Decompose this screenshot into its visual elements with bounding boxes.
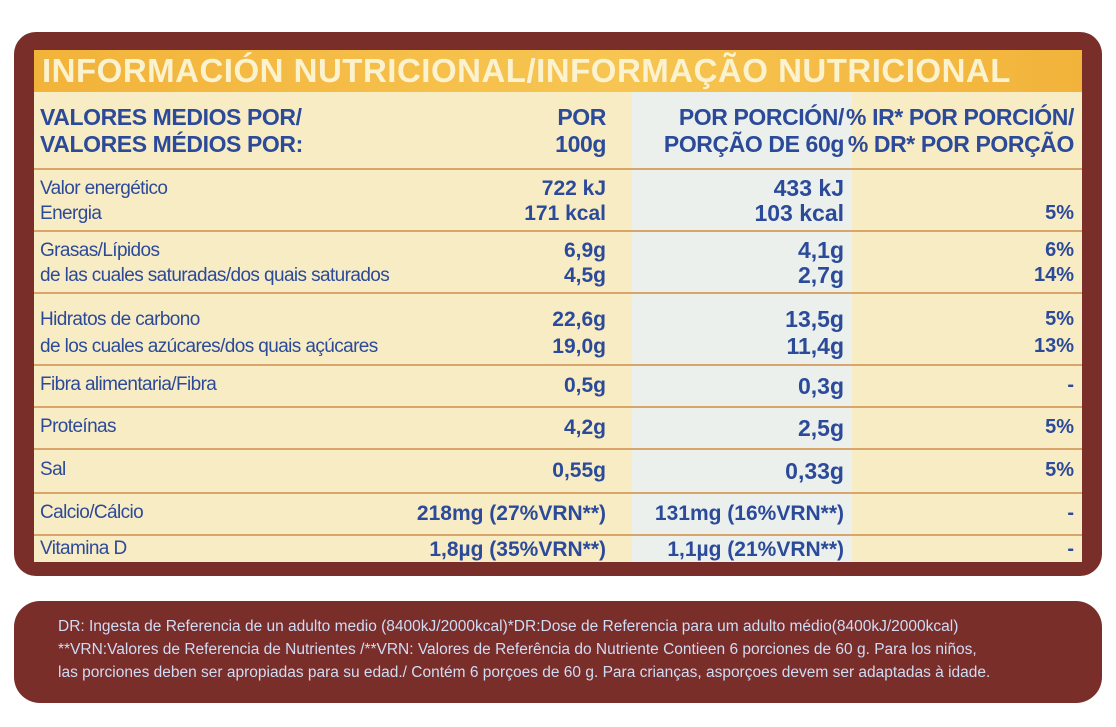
footnote-line2: **VRN:Valores de Referencia de Nutriente… xyxy=(58,641,977,658)
value-portion-line2: 2,7g xyxy=(797,262,844,288)
table-row: Calcio/Cálcio 218mg (27%VRN**) 131mg (16… xyxy=(34,494,1082,536)
row-name-line2: Energia xyxy=(40,203,102,224)
row-value-ir: 5% xyxy=(1045,459,1074,481)
row-divider xyxy=(34,406,1082,408)
nutrition-table: INFORMACIÓN NUTRICIONAL/INFORMAÇÃO NUTRI… xyxy=(34,50,1082,562)
header-row: VALORES MEDIOS POR/ VALORES MÉDIOS POR: … xyxy=(34,100,1082,170)
row-name: Grasas/Lípidos de las cuales saturadas/d… xyxy=(40,238,390,288)
header-portion-line2: PORÇÃO DE 60g xyxy=(663,131,845,157)
header-per100-line1: POR xyxy=(557,104,606,130)
row-name-line2: de los cuales azúcares/dos quais açúcare… xyxy=(40,336,378,357)
value-100g-line1: 722 kJ xyxy=(541,177,606,200)
value-100g-line2: 4,5g xyxy=(563,264,606,287)
value-100g-line2: 171 kcal xyxy=(524,202,606,225)
value-ir-line2: 5% xyxy=(1045,202,1074,224)
value-portion-line2: 103 kcal xyxy=(754,200,844,226)
row-value-ir: - xyxy=(1067,502,1074,524)
header-name-line2: VALORES MÉDIOS POR: xyxy=(40,131,303,157)
row-name: Vitamina D xyxy=(40,538,127,559)
row-value-portion: 4,1g 2,7g xyxy=(798,238,844,288)
value-100g-line2: 19,0g xyxy=(552,335,606,358)
value-ir-line2: 14% xyxy=(1033,264,1074,286)
row-value-ir: - xyxy=(1067,538,1074,560)
header-portion: POR PORCIÓN/ PORÇÃO DE 60g xyxy=(663,104,845,158)
row-value-portion: 131mg (16%VRN**) xyxy=(654,502,844,525)
table-title: INFORMACIÓN NUTRICIONAL/INFORMAÇÃO NUTRI… xyxy=(34,50,1082,92)
row-name: Fibra alimentaria/Fibra xyxy=(40,374,217,395)
row-name: Sal xyxy=(40,459,66,480)
row-value-ir: 5% xyxy=(1045,176,1074,226)
row-name-line1: Grasas/Lípidos xyxy=(40,240,160,261)
row-value-100g: 22,6g 19,0g xyxy=(552,306,606,360)
row-value-portion: 0,3g xyxy=(797,373,844,399)
value-100g-line1: 6,9g xyxy=(563,239,606,262)
table-row: Proteínas 4,2g 2,5g 5% xyxy=(34,408,1082,450)
header-per100-line2: 100g xyxy=(555,131,606,157)
row-name: Hidratos de carbono de los cuales azúcar… xyxy=(40,306,378,360)
footnote-text: DR: Ingesta de Referencia de un adulto m… xyxy=(58,615,1088,684)
table-row: Fibra alimentaria/Fibra 0,5g 0,3g - xyxy=(34,366,1082,408)
row-name-line1: Hidratos de carbono xyxy=(40,309,200,330)
row-value-100g: 0,55g xyxy=(552,459,606,482)
footnote-line3: las porciones deben ser apropiadas para … xyxy=(58,664,991,681)
row-value-100g: 1,8µg (35%VRN**) xyxy=(429,538,606,561)
row-name-line2: de las cuales saturadas/dos quais satura… xyxy=(40,265,390,286)
value-ir-line1: 6% xyxy=(1045,239,1074,261)
row-divider xyxy=(34,364,1082,366)
row-value-100g: 6,9g 4,5g xyxy=(564,238,606,288)
row-name: Valor energético Energia xyxy=(40,176,168,226)
row-value-100g: 0,5g xyxy=(563,374,606,397)
header-ir-line1: % IR* POR PORCIÓN/ xyxy=(846,104,1074,130)
table-row: Sal 0,55g 0,33g 5% xyxy=(34,450,1082,494)
row-value-100g: 218mg (27%VRN**) xyxy=(416,502,606,525)
header-name-line1: VALORES MEDIOS POR/ xyxy=(40,104,302,130)
value-ir-line2: 13% xyxy=(1033,335,1074,357)
row-divider xyxy=(34,492,1082,494)
nutrition-label-frame: INFORMACIÓN NUTRICIONAL/INFORMAÇÃO NUTRI… xyxy=(14,32,1102,576)
table-row: Vitamina D 1,8µg (35%VRN**) 1,1µg (21%VR… xyxy=(34,536,1082,562)
header-name: VALORES MEDIOS POR/ VALORES MÉDIOS POR: xyxy=(40,104,303,158)
row-value-portion: 0,33g xyxy=(785,458,844,484)
value-100g-line1: 22,6g xyxy=(552,308,606,331)
row-value-100g: 722 kJ 171 kcal xyxy=(524,176,606,226)
header-ir-line2: % DR* POR PORÇÃO xyxy=(847,131,1075,157)
value-portion-line1: 433 kJ xyxy=(773,175,844,201)
value-ir-line1: 5% xyxy=(1045,308,1074,330)
row-value-portion: 433 kJ 103 kcal xyxy=(754,176,844,226)
footnote-line1: DR: Ingesta de Referencia de un adulto m… xyxy=(58,618,959,635)
row-value-ir: 5% xyxy=(1045,416,1074,438)
table-row: Grasas/Lípidos de las cuales saturadas/d… xyxy=(34,232,1082,294)
row-name-line1: Valor energético xyxy=(40,178,168,199)
row-divider xyxy=(34,534,1082,536)
row-divider xyxy=(34,448,1082,450)
row-divider xyxy=(34,230,1082,232)
row-value-portion: 2,5g xyxy=(797,415,844,441)
table-row: Hidratos de carbono de los cuales azúcar… xyxy=(34,294,1082,366)
header-ir: % IR* POR PORCIÓN/ % DR* POR PORÇÃO xyxy=(846,104,1074,158)
table-row: Valor energético Energia 722 kJ 171 kcal… xyxy=(34,170,1082,232)
row-value-portion: 1,1µg (21%VRN**) xyxy=(667,538,844,561)
row-value-ir: - xyxy=(1067,374,1074,396)
header-per100: POR 100g xyxy=(555,104,606,158)
row-value-ir: 6% 14% xyxy=(1034,238,1074,288)
footnote-box: DR: Ingesta de Referencia de un adulto m… xyxy=(14,601,1102,703)
row-value-ir: 5% 13% xyxy=(1034,306,1074,360)
row-value-portion: 13,5g 11,4g xyxy=(785,306,844,360)
row-divider xyxy=(34,168,1082,170)
value-portion-line1: 13,5g xyxy=(785,306,844,332)
value-ir-line1 xyxy=(1045,176,1074,201)
value-portion-line1: 4,1g xyxy=(797,237,844,263)
row-value-100g: 4,2g xyxy=(563,416,606,439)
header-portion-line1: POR PORCIÓN/ xyxy=(678,104,845,130)
row-name: Calcio/Cálcio xyxy=(40,502,144,523)
value-portion-line2: 11,4g xyxy=(786,333,844,359)
row-name: Proteínas xyxy=(40,416,117,437)
portion-column-shade xyxy=(632,92,852,562)
row-divider xyxy=(34,292,1082,294)
